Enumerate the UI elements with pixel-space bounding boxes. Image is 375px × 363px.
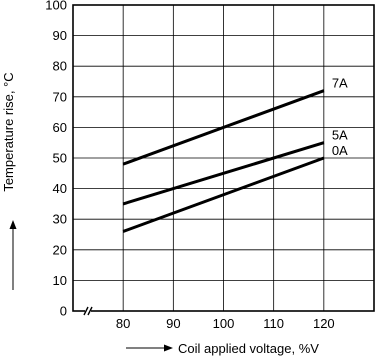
tick-labels: 0 10 20 30 40 50 60 70 80 90 100 80 90 100 110 120 <box>45 0 334 331</box>
y-tick-label: 30 <box>53 212 67 227</box>
series-label-0a: 0A <box>332 143 348 158</box>
series-lines <box>122 89 325 233</box>
y-axis-label: Temperature rise, °C <box>1 72 16 191</box>
y-tick-label: 10 <box>53 273 67 288</box>
x-tick-label: 80 <box>116 316 130 331</box>
x-tick-label: 120 <box>313 316 335 331</box>
x-axis-arrow-head <box>164 344 173 352</box>
y-tick-label: 100 <box>45 0 67 13</box>
y-tick-label: 50 <box>53 151 67 166</box>
series-line-5a <box>122 141 325 206</box>
x-tick-label: 100 <box>213 316 235 331</box>
x-tick-label: 90 <box>166 316 180 331</box>
grid <box>73 5 374 311</box>
y-tick-label: 0 <box>60 304 67 319</box>
y-axis-arrow-head <box>9 220 17 229</box>
series-line-0a <box>122 156 325 233</box>
x-tick-label: 110 <box>263 316 284 331</box>
y-tick-label: 40 <box>53 181 67 196</box>
y-tick-label: 80 <box>53 59 67 74</box>
axis-break-gap <box>85 306 91 316</box>
series-label-7a: 7A <box>332 76 348 91</box>
y-axis-title: Temperature rise, °C <box>1 72 17 290</box>
y-tick-label: 60 <box>53 120 67 135</box>
y-tick-label: 20 <box>53 242 67 257</box>
axis-break-slash <box>87 306 93 316</box>
x-axis-title: Coil applied voltage, %V <box>126 341 319 356</box>
x-axis-label: Coil applied voltage, %V <box>178 341 319 356</box>
series-line-7a <box>122 89 325 166</box>
axis-break-slash <box>83 306 89 316</box>
series-label-5a: 5A <box>332 128 348 143</box>
y-tick-label: 90 <box>53 28 67 43</box>
plot-frame <box>72 4 375 312</box>
y-tick-label: 70 <box>53 89 67 104</box>
axis-break-mark <box>83 306 93 316</box>
